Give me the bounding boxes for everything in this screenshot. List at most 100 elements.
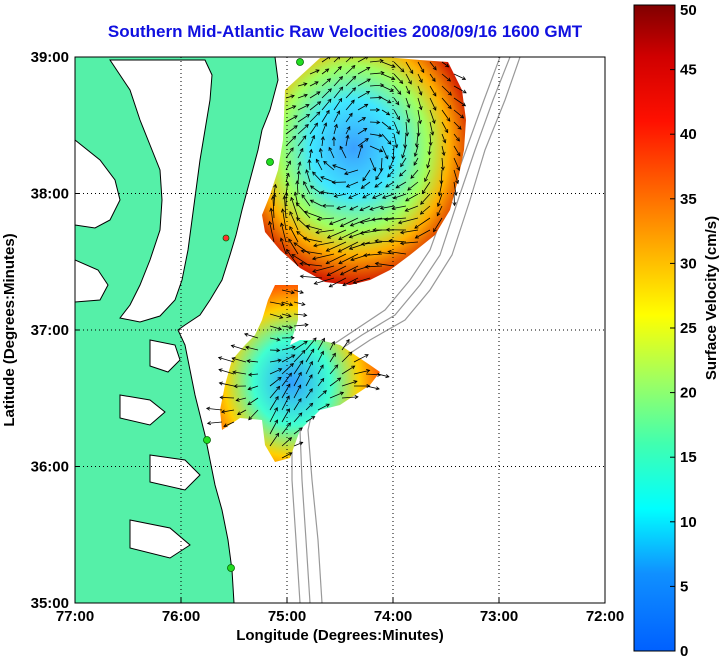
current-vector <box>341 351 353 363</box>
current-vector <box>310 185 323 195</box>
current-vector <box>232 371 247 375</box>
y-tick-label: 36:00 <box>31 459 69 476</box>
current-vector-head <box>385 227 390 232</box>
current-vector <box>341 380 358 387</box>
current-vector <box>387 169 395 178</box>
current-vector-head <box>288 238 293 243</box>
current-vector <box>369 145 383 152</box>
current-vector <box>369 133 383 137</box>
current-vector-head <box>313 281 318 285</box>
current-vector-head <box>350 257 355 262</box>
current-vector-head <box>314 122 318 127</box>
current-vector-head <box>427 151 432 156</box>
current-vector <box>400 157 407 167</box>
current-vector <box>247 397 259 405</box>
current-vector <box>357 67 370 75</box>
current-vector <box>309 122 318 135</box>
current-vector <box>453 109 464 119</box>
current-vector-head <box>440 166 445 171</box>
current-vector-head <box>426 164 431 169</box>
current-vector-head <box>456 137 460 142</box>
current-vector <box>281 372 292 387</box>
current-vector <box>333 76 343 87</box>
current-vector <box>312 265 335 273</box>
current-vector <box>369 72 384 75</box>
current-vector-head <box>205 406 211 411</box>
current-vector-head <box>432 92 437 97</box>
current-vector <box>360 229 383 234</box>
current-vector <box>417 85 422 96</box>
current-vector <box>415 229 431 239</box>
current-vector-head <box>366 369 371 374</box>
current-vector-head <box>372 227 377 233</box>
current-vector <box>232 357 247 363</box>
current-vector-head <box>299 360 304 365</box>
current-vector <box>281 408 290 423</box>
current-vector-head <box>352 87 357 92</box>
current-vector-head <box>339 271 345 276</box>
current-vector-head <box>305 104 310 108</box>
current-vector-head <box>400 163 404 168</box>
current-vector <box>317 351 324 363</box>
current-vector-head <box>328 57 331 60</box>
current-vector <box>414 145 419 157</box>
current-vector-head <box>376 120 381 125</box>
current-vector <box>282 208 287 231</box>
current-vector <box>269 396 279 411</box>
current-vector-head <box>289 225 293 231</box>
current-vector-head <box>405 132 410 137</box>
current-vector-head <box>371 217 376 222</box>
radar-station-marker <box>227 564 235 572</box>
current-vector <box>281 289 295 294</box>
current-vector <box>424 169 431 182</box>
current-vector-head <box>437 192 442 197</box>
current-vector <box>280 238 287 255</box>
current-vector-head <box>421 189 426 195</box>
current-vector-head <box>351 65 356 70</box>
current-vector <box>248 385 259 390</box>
current-vector-head <box>359 143 364 149</box>
current-vector-head <box>297 384 302 389</box>
current-vector-head <box>322 390 327 395</box>
current-vector <box>333 98 342 111</box>
current-vector <box>293 372 302 387</box>
current-vector <box>422 181 431 194</box>
current-vector-head <box>297 397 302 403</box>
current-vector <box>427 157 431 168</box>
current-vector-head <box>387 173 392 178</box>
current-vector <box>284 196 287 219</box>
current-vector-head <box>414 224 419 229</box>
current-vector-head <box>375 175 380 181</box>
current-vector <box>326 253 347 264</box>
current-vector <box>236 397 247 401</box>
current-vector-head <box>287 160 291 165</box>
current-vector-head <box>231 356 236 361</box>
current-vector-head <box>320 350 324 355</box>
current-vector <box>440 169 443 184</box>
current-vector-head <box>404 207 409 212</box>
current-vector <box>416 133 419 147</box>
current-vector <box>317 378 325 387</box>
current-vector <box>362 193 371 199</box>
current-vector <box>341 396 358 399</box>
current-vector-head <box>293 125 298 130</box>
current-vector-head <box>217 356 223 361</box>
current-vector <box>350 217 371 227</box>
x-tick-label: 73:00 <box>480 608 518 625</box>
current-vector-head <box>247 372 253 377</box>
current-vector-head <box>286 383 291 388</box>
current-vector-head <box>348 234 353 239</box>
current-vector <box>221 409 235 413</box>
current-vector-head <box>220 409 226 414</box>
current-vector <box>272 196 275 219</box>
current-vector <box>280 223 287 243</box>
current-vector-head <box>387 140 392 145</box>
current-vector-head <box>292 135 297 140</box>
current-vector <box>321 88 332 99</box>
current-vector-head <box>320 190 325 195</box>
current-vector-head <box>400 68 405 73</box>
current-vector <box>405 193 419 202</box>
current-vector-head <box>413 152 418 158</box>
current-vector-head <box>372 167 377 172</box>
